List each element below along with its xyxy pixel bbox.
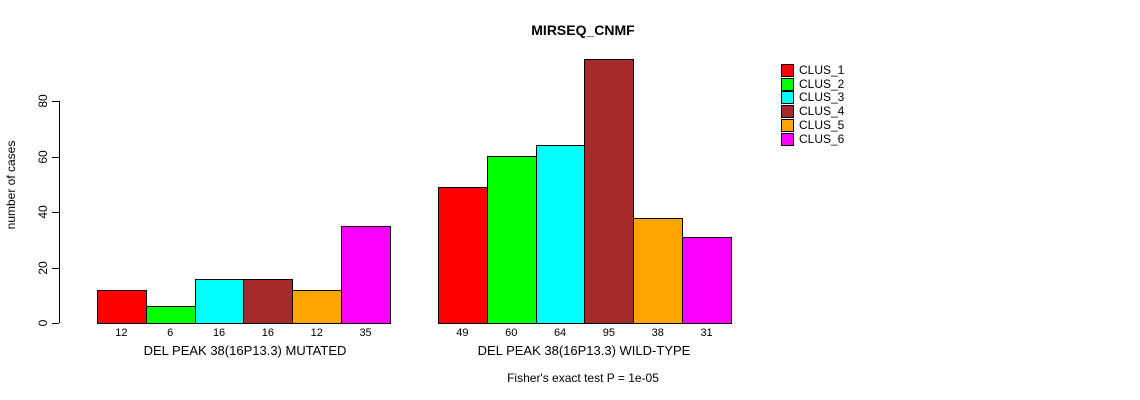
y-axis-tick (52, 323, 59, 324)
y-axis-tick-label: 20 (36, 260, 50, 275)
bar-clus_1-group2 (438, 187, 488, 324)
bar-clus_2-group2 (487, 156, 537, 324)
legend-swatch (781, 91, 794, 105)
y-axis-tick-label: 80 (36, 94, 50, 108)
bar-value-label: 31 (700, 327, 713, 339)
bar-clus_3-group2 (536, 145, 585, 324)
y-axis-line (59, 101, 60, 323)
y-axis-label: number of cases (4, 140, 18, 230)
legend-label: CLUS_4 (799, 104, 845, 119)
bar-value-label: 64 (553, 327, 567, 339)
legend-label: CLUS_5 (799, 117, 845, 132)
y-axis-tick (52, 101, 59, 102)
bar-value-label: 38 (651, 327, 664, 339)
bar-clus_4-group1 (243, 279, 293, 324)
legend-swatch (781, 77, 794, 91)
bar-clus_1-group1 (97, 290, 147, 324)
y-axis-tick (52, 156, 59, 158)
bar-value-label: 12 (310, 327, 323, 339)
chart-title: MIRSEQ_CNMF (531, 22, 635, 38)
bar-value-label: 16 (261, 327, 275, 339)
y-axis-tick-label: 40 (36, 205, 50, 219)
bar-value-label: 6 (167, 327, 174, 339)
bar-clus_5-group2 (633, 218, 683, 324)
legend-swatch (781, 132, 794, 146)
bar-clus_4-group2 (584, 59, 634, 324)
bar-clus_3-group1 (195, 279, 244, 324)
legend-label: CLUS_3 (799, 90, 845, 105)
legend-swatch (781, 64, 794, 77)
bar-clus_2-group1 (146, 306, 196, 324)
group-label-wild-type: DEL PEAK 38(16P13.3) WILD-TYPE (477, 343, 691, 358)
y-axis-tick (52, 267, 59, 269)
legend-label: CLUS_6 (799, 131, 845, 146)
y-axis-tick-label: 60 (36, 149, 50, 164)
bar-clus_6-group2 (682, 237, 732, 324)
bar-clus_5-group1 (292, 290, 342, 324)
bar-value-label: 35 (359, 327, 372, 339)
bar-value-label: 60 (505, 327, 518, 339)
bar-value-label: 16 (212, 327, 226, 339)
fisher-test-caption: Fisher's exact test P = 1e-05 (507, 371, 659, 385)
group-label-mutated: DEL PEAK 38(16P13.3) MUTATED (143, 343, 347, 358)
legend-swatch (781, 118, 794, 132)
y-axis-tick-label: 0 (36, 319, 50, 327)
bar-value-label: 12 (115, 327, 128, 339)
bar-clus_6-group1 (341, 226, 391, 324)
bar-value-label: 49 (456, 327, 469, 339)
legend-label: CLUS_2 (799, 76, 845, 91)
bar-value-label: 95 (602, 327, 616, 339)
legend-label: CLUS_1 (799, 63, 845, 77)
y-axis-tick (52, 212, 59, 213)
legend-swatch (781, 105, 794, 119)
